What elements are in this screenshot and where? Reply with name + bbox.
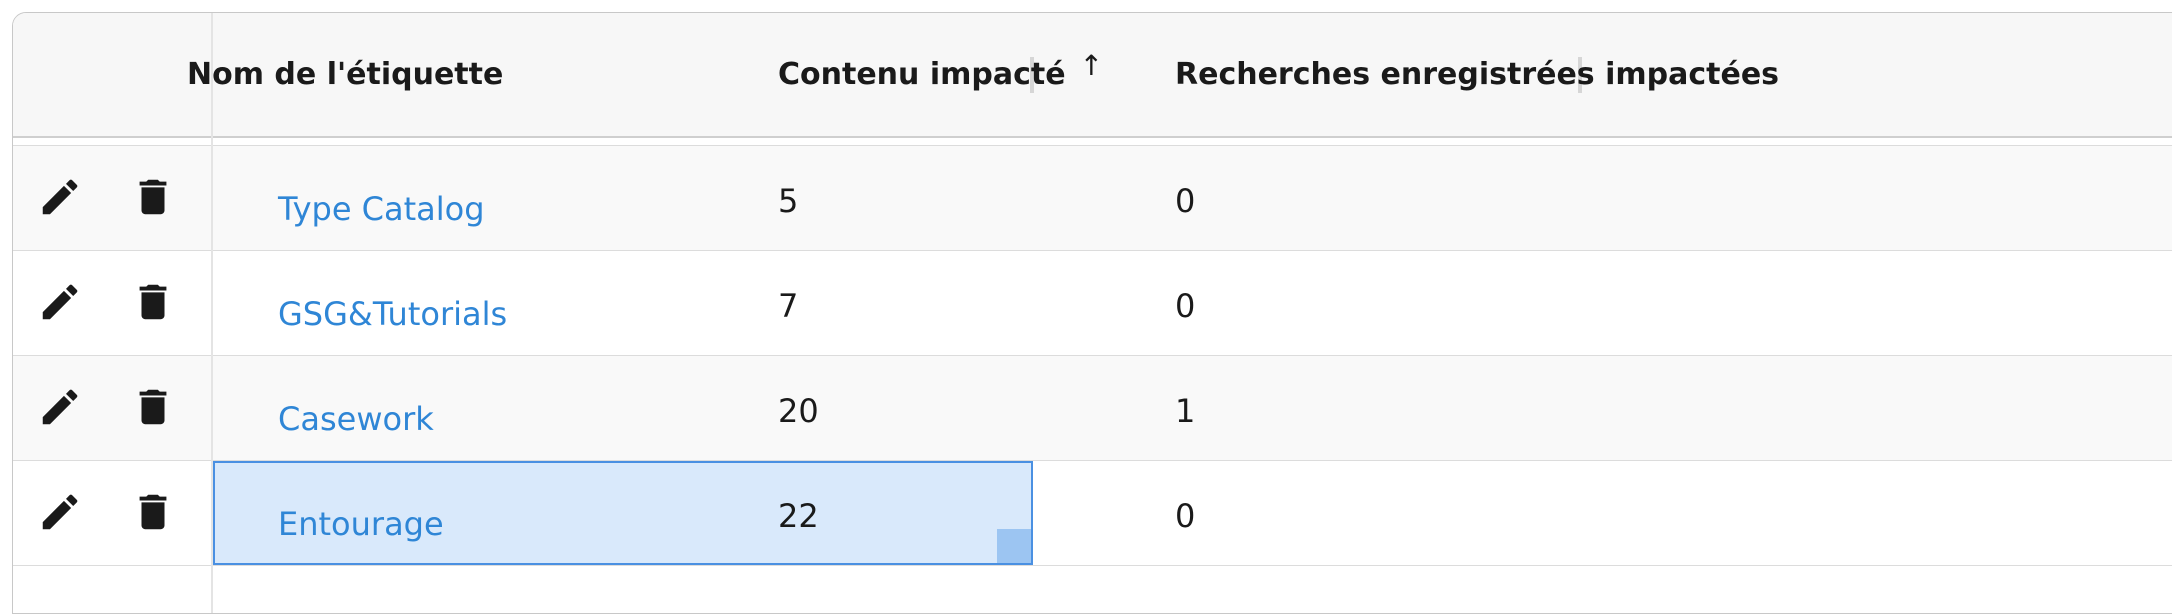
pencil-icon [42, 284, 78, 320]
pencil-icon [42, 494, 78, 530]
impacted-content-value: 20 [778, 392, 819, 430]
trash-icon [139, 389, 167, 425]
delete-button[interactable] [128, 382, 178, 432]
impacted-content-value: 5 [778, 182, 799, 220]
tag-name-link[interactable]: Type Catalog [278, 190, 485, 228]
pencil-icon [42, 389, 78, 425]
table-row: Casework 20 1 [13, 356, 2172, 461]
column-header-tag-name-label: Nom de l'étiquette [187, 57, 504, 92]
table-row: Entourage 22 0 [13, 461, 2172, 566]
edit-button[interactable] [35, 382, 85, 432]
column-resizer-impacted-content[interactable] [1578, 57, 1582, 93]
edit-button[interactable] [35, 277, 85, 327]
column-header-impacted-content-label: Contenu impacté [778, 57, 1066, 92]
table-row: Type Catalog 5 0 [13, 146, 2172, 251]
trash-icon [139, 494, 167, 530]
trash-icon [139, 284, 167, 320]
grid-header: Nom de l'étiquette Contenu impacté ↑ Rec… [13, 13, 2172, 138]
impacted-content-value: 22 [778, 497, 819, 535]
cell-fill-handle[interactable] [997, 529, 1031, 563]
delete-button[interactable] [128, 487, 178, 537]
tag-name-link[interactable]: Entourage [278, 505, 444, 543]
tag-name-cell-selected[interactable]: Entourage [213, 461, 1033, 565]
pinned-column-divider [211, 13, 213, 613]
table-row: GSG&Tutorials 7 0 [13, 251, 2172, 356]
column-header-impacted-saved-searches-label: Recherches enregistrées impactées [1175, 57, 1780, 92]
impacted-saved-searches-value: 1 [1175, 392, 1196, 430]
impacted-content-value: 7 [778, 287, 799, 325]
column-header-tag-name[interactable]: Nom de l'étiquette [187, 13, 503, 136]
sort-ascending-icon[interactable]: ↑ [1079, 49, 1104, 82]
edit-button[interactable] [35, 172, 85, 222]
tag-name-link[interactable]: Casework [278, 400, 434, 438]
trash-icon [139, 179, 167, 215]
tag-name-link[interactable]: GSG&Tutorials [278, 295, 508, 333]
pencil-icon [42, 179, 78, 215]
tags-data-grid: Nom de l'étiquette Contenu impacté ↑ Rec… [12, 12, 2172, 614]
edit-button[interactable] [35, 487, 85, 537]
header-spacer [13, 138, 2172, 146]
impacted-saved-searches-value: 0 [1175, 287, 1196, 325]
tag-name-cell[interactable]: Type Catalog [213, 146, 1033, 250]
delete-button[interactable] [128, 277, 178, 327]
column-header-impacted-saved-searches[interactable]: Recherches enregistrées impactées [1175, 13, 1779, 136]
column-resizer-tag-name[interactable] [1030, 57, 1034, 93]
delete-button[interactable] [128, 172, 178, 222]
impacted-saved-searches-value: 0 [1175, 497, 1196, 535]
tag-name-cell[interactable]: GSG&Tutorials [213, 251, 1033, 355]
impacted-saved-searches-value: 0 [1175, 182, 1196, 220]
column-header-impacted-content[interactable]: Contenu impacté ↑ [778, 13, 1103, 136]
tag-name-cell[interactable]: Casework [213, 356, 1033, 460]
